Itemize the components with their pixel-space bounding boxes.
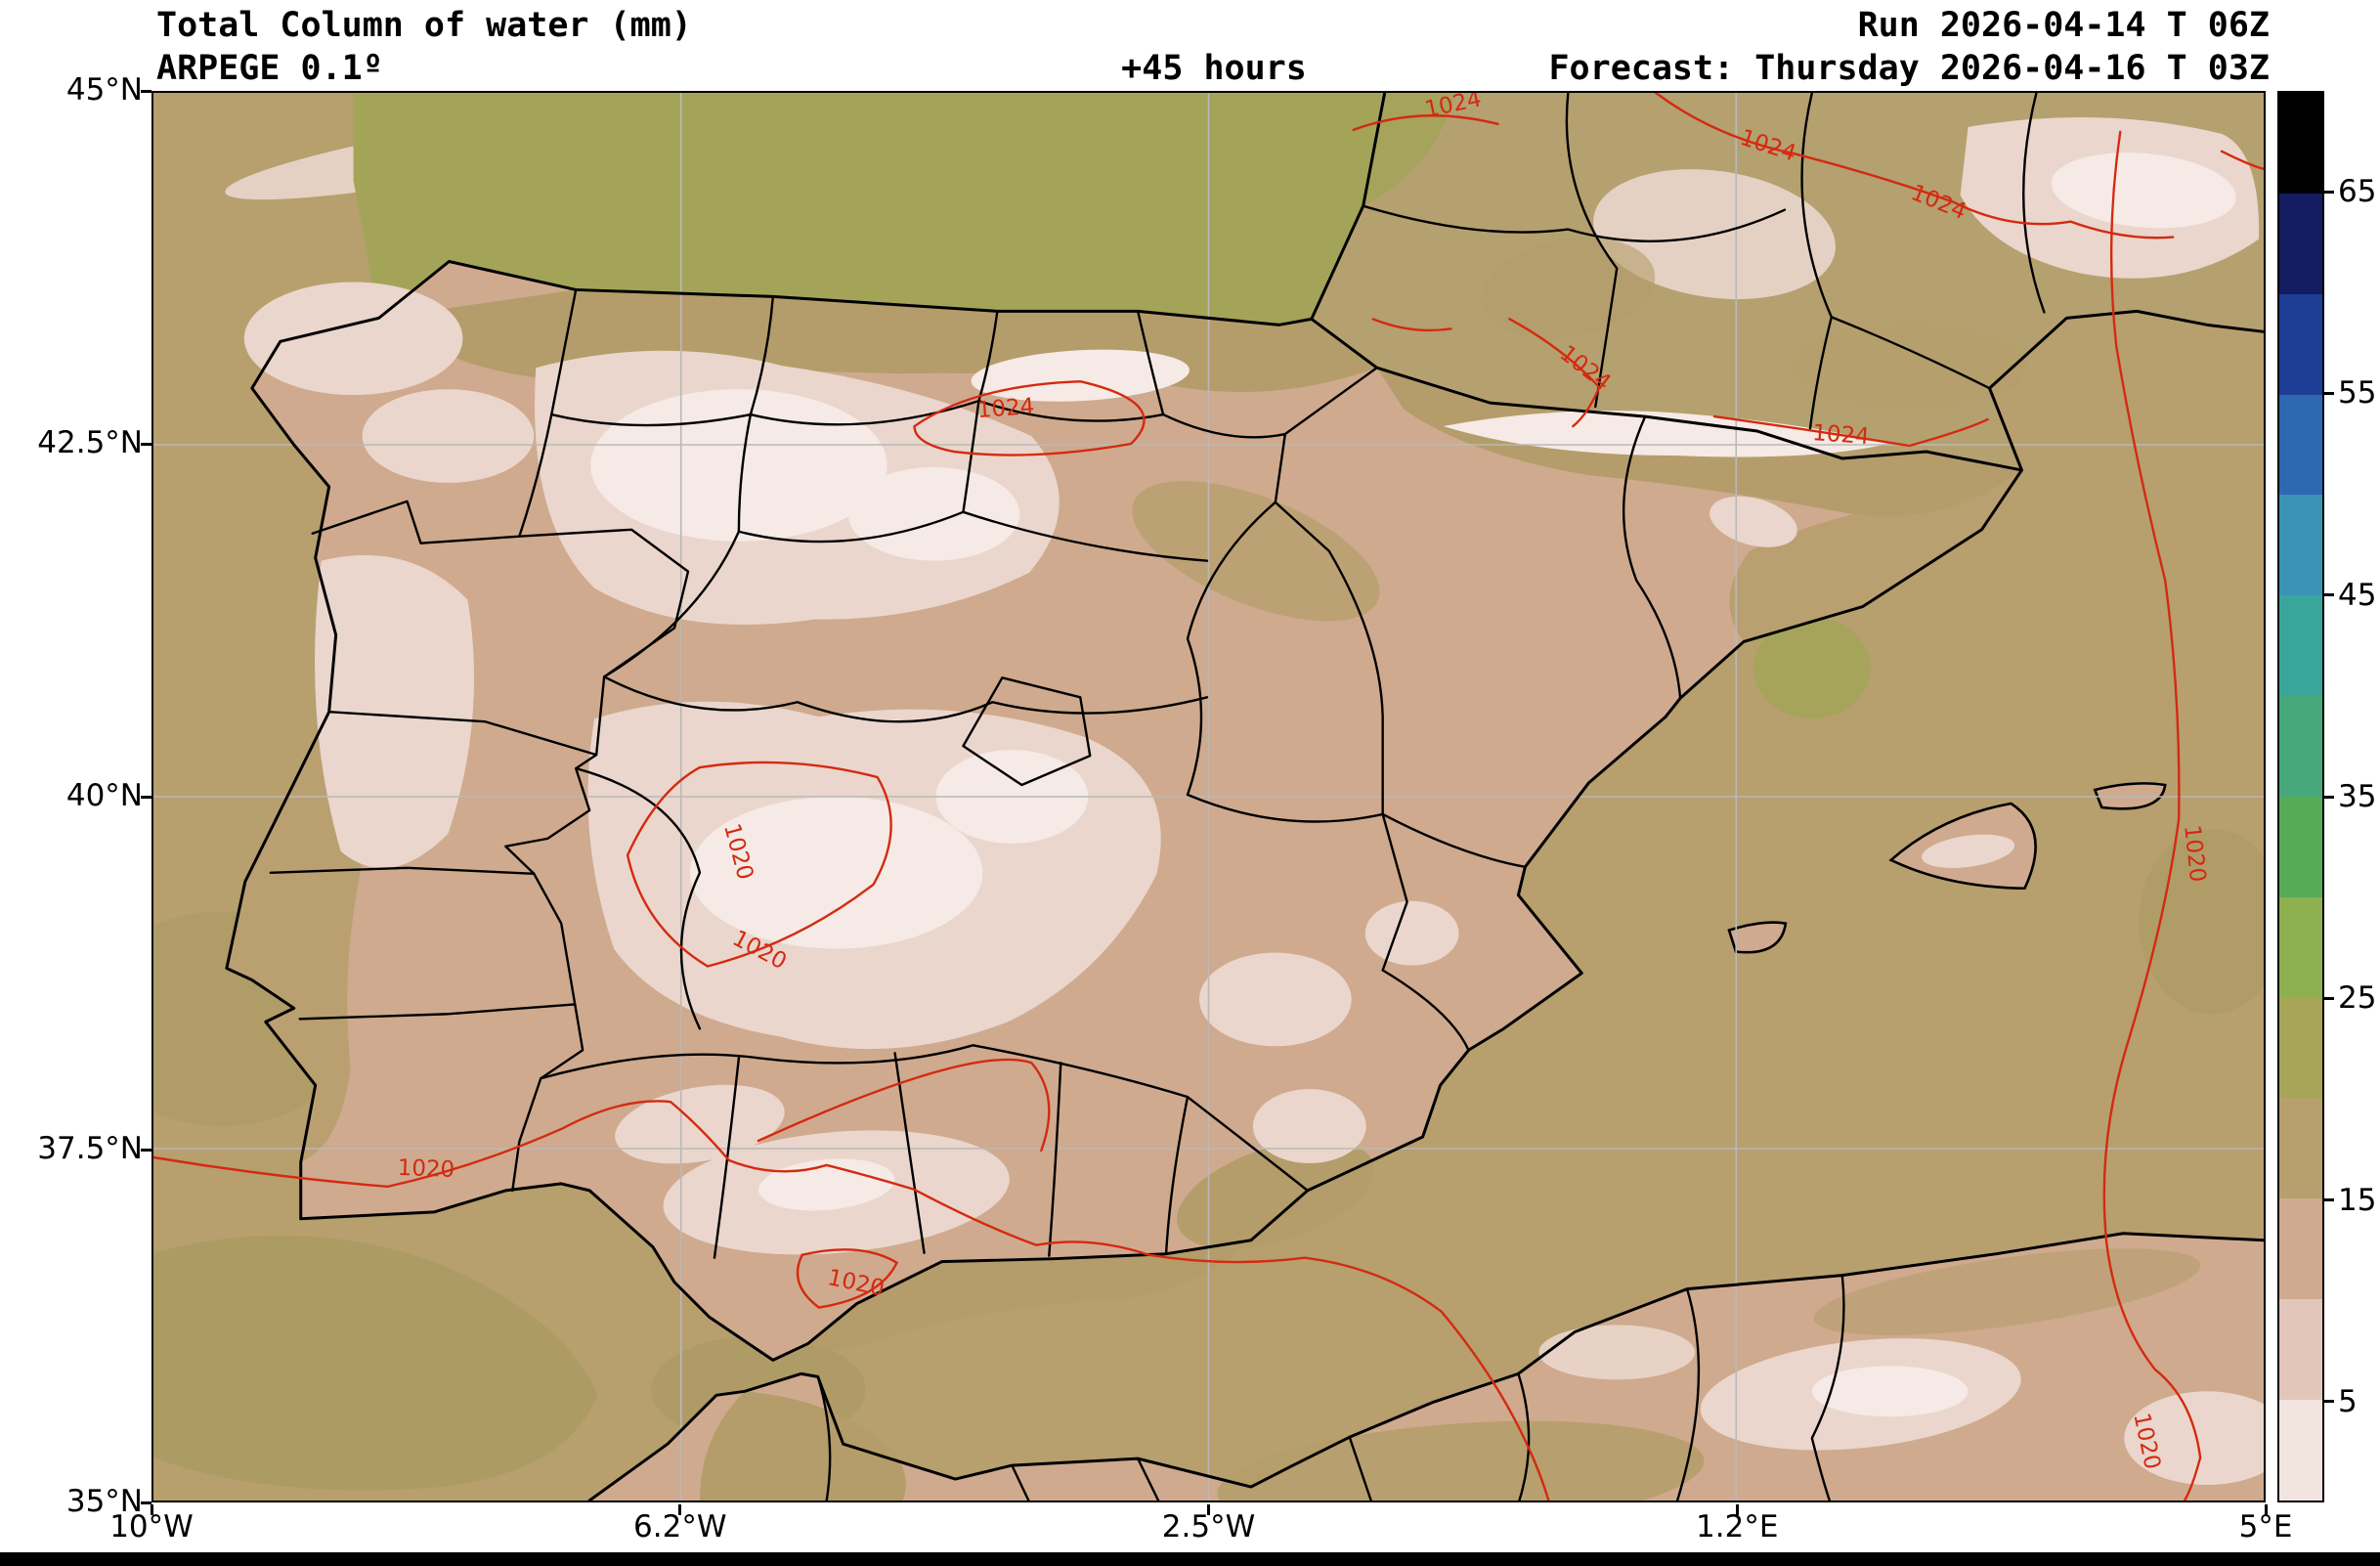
x-axis-tick-label: 1.2°E [1696, 1509, 1779, 1544]
colorbar-tick-label: 35 [2338, 779, 2377, 814]
madrid-region-boundary [962, 676, 1092, 787]
colorbar-tick-mark [2324, 190, 2334, 194]
y-axis-tick-mark [141, 1148, 151, 1152]
y-axis-tick-mark [141, 89, 151, 93]
portugal-spain-border [504, 528, 690, 1193]
colorbar-tick-mark [2324, 1198, 2334, 1202]
biscay-olive-band [353, 93, 1385, 326]
colorbar-segment [2279, 1098, 2322, 1199]
forecast-valid-label: Forecast: Thursday 2026-04-16 T 03Z [1548, 49, 2270, 88]
map-plot-area: 1024 1024 1024 1024 1024 1024 1020 1020 … [151, 91, 2266, 1502]
y-axis-tick-label: 37.5°N [37, 1131, 143, 1166]
colorbar-segment [2279, 1299, 2322, 1401]
x-axis-tick-mark [678, 1504, 682, 1515]
isobar-1024 [1654, 93, 2175, 239]
x-axis-tick-label: 6.2°W [633, 1509, 727, 1544]
x-axis-tick-label: 5°E [2238, 1509, 2293, 1544]
isobar-label-1024: 1024 [1811, 420, 1870, 450]
colorbar-segment [2279, 896, 2322, 998]
mediterranean-olive-patch [1753, 617, 1871, 719]
x-axis-tick-label: 2.5°W [1161, 1509, 1256, 1544]
y-axis-tick-label: 40°N [65, 778, 143, 813]
lead-time-label: +45 hours [1121, 49, 1307, 88]
ibiza-island [1727, 921, 1788, 954]
africa-coastline [587, 1232, 2264, 1501]
colorbar-tick-mark [2324, 593, 2334, 597]
y-axis-tick-mark [141, 442, 151, 446]
contour-labels: 1024 1024 1024 1024 1024 1024 1020 1020 … [397, 93, 2210, 1472]
balearic-islands [1727, 782, 2167, 954]
isobar-1024 [913, 379, 1146, 457]
map-svg: 1024 1024 1024 1024 1024 1024 1020 1020 … [153, 93, 2264, 1501]
colorbar-segment [2279, 595, 2322, 697]
y-axis-tick-mark [141, 795, 151, 799]
bottom-border-bar [0, 1552, 2380, 1566]
isobar-label-1020: 1020 [2179, 824, 2210, 884]
colorbar-segment [2279, 1400, 2322, 1501]
pressure-contours [153, 93, 2264, 1501]
isobar-1024 [1371, 318, 1452, 332]
y-axis-tick-label: 45°N [65, 72, 143, 108]
y-axis-tick-label: 42.5°N [37, 425, 143, 460]
isobar-1020 [796, 1248, 899, 1309]
colorbar-segment [2279, 696, 2322, 798]
colorbar-tick-label: 45 [2338, 577, 2377, 613]
colorbar-segment [2279, 93, 2322, 194]
france-mediterranean-coastline [1988, 309, 2264, 472]
isobar-1020 [2102, 130, 2202, 1501]
colorbar-segment [2279, 193, 2322, 294]
colorbar-tick-label: 5 [2338, 1383, 2358, 1419]
isobar-1024 [1712, 414, 1989, 448]
chart-title: Total Column of water (mm) [156, 6, 692, 45]
x-axis-tick-mark [1207, 1504, 1210, 1515]
colorbar-tick-label: 55 [2338, 375, 2377, 412]
colorbar-segment [2279, 797, 2322, 897]
isobar-1024 [1352, 114, 1499, 132]
x-axis-tick-label: 10°W [109, 1509, 194, 1544]
africa-landmass [589, 1233, 2264, 1501]
colorbar [2277, 91, 2324, 1502]
isobar-1020 [153, 1100, 1550, 1501]
admin-boundaries [269, 93, 2046, 1501]
colorbar-segment [2279, 293, 2322, 395]
x-axis-tick-mark [1735, 1504, 1739, 1515]
colorbar-segment [2279, 997, 2322, 1099]
colorbar-tick-mark [2324, 391, 2334, 395]
x-axis-tick-mark [150, 1504, 153, 1515]
isobar-1020 [626, 761, 892, 968]
colorbar-segment [2279, 495, 2322, 596]
colorbar-segment [2279, 1198, 2322, 1300]
coastlines-and-borders [225, 93, 2264, 1501]
y-axis-tick-mark [141, 1501, 151, 1504]
isobar-label-1024: 1024 [976, 394, 1035, 423]
colorbar-tick-mark [2324, 795, 2334, 799]
isobar-1020 [757, 1058, 1051, 1153]
x-axis-tick-mark [2264, 1504, 2268, 1515]
isobar-1024 [1508, 318, 1601, 428]
model-label: ARPEGE 0.1º [156, 49, 383, 88]
colorbar-segment [2279, 394, 2322, 496]
colorbar-tick-mark [2324, 1400, 2334, 1404]
run-label: Run 2026-04-14 T 06Z [1857, 6, 2270, 45]
colorbar-tick-label: 65 [2338, 174, 2377, 210]
isobar-1024 [2220, 150, 2264, 170]
colorbar-tick-mark [2324, 996, 2334, 1000]
colorbar-tick-label: 15 [2338, 1182, 2377, 1218]
y-axis-tick-label: 35°N [65, 1484, 143, 1519]
isobar-label-1020: 1020 [397, 1155, 454, 1183]
iberia-coastline [225, 260, 2023, 1362]
colorbar-tick-label: 25 [2338, 980, 2377, 1017]
